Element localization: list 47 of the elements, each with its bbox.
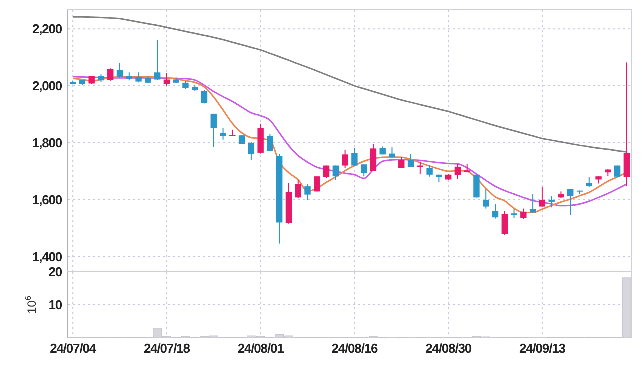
candlestick (568, 188, 574, 216)
candlestick (530, 194, 536, 214)
candlestick (389, 147, 396, 158)
y-tick-label: 1,400 (32, 249, 62, 264)
candlestick (492, 204, 499, 220)
y-tick-label: 2,200 (32, 22, 62, 37)
y-tick-label: 20 (48, 264, 62, 280)
candlestick (342, 150, 348, 169)
candlestick (332, 165, 340, 181)
y-tick-label: 10 (48, 298, 62, 313)
candlestick (370, 144, 377, 172)
candlestick (220, 128, 226, 140)
y-tick-label: 1,600 (32, 192, 62, 208)
candlestick (108, 68, 114, 82)
y-tick-label: 2,000 (32, 78, 62, 94)
candlestick (304, 184, 311, 201)
candlestick (520, 208, 527, 220)
candlestick (502, 210, 508, 236)
candlestick (238, 134, 246, 145)
x-tick-label: 24/08/01 (238, 341, 284, 356)
candlestick (586, 176, 592, 188)
candlestick (201, 90, 208, 104)
x-tick-label: 24/08/16 (332, 341, 378, 356)
x-tick-label: 24/07/18 (144, 341, 190, 356)
candlestick (314, 176, 320, 192)
x-tick-label: 24/08/30 (426, 341, 472, 356)
candlestick (548, 196, 555, 208)
candlestick (295, 180, 302, 199)
candlestick (248, 142, 255, 161)
x-tick-label: 24/09/13 (520, 341, 566, 356)
candlestick (408, 154, 414, 168)
candlestick (426, 164, 433, 178)
candlestick (136, 72, 142, 84)
candlestick (483, 188, 490, 210)
y-tick-label: 1,800 (32, 136, 62, 151)
candlestick (352, 148, 358, 166)
candlestick (210, 113, 217, 148)
candlestick (454, 164, 462, 180)
candlestick (539, 186, 546, 208)
candlestick (164, 73, 170, 87)
candlestick (398, 157, 405, 169)
x-tick-label: 24/07/04 (50, 341, 98, 356)
candlestick (323, 165, 330, 179)
candlestick (154, 40, 161, 81)
candlestick (116, 62, 124, 79)
candlestick (267, 134, 274, 152)
candlestick (360, 164, 368, 178)
